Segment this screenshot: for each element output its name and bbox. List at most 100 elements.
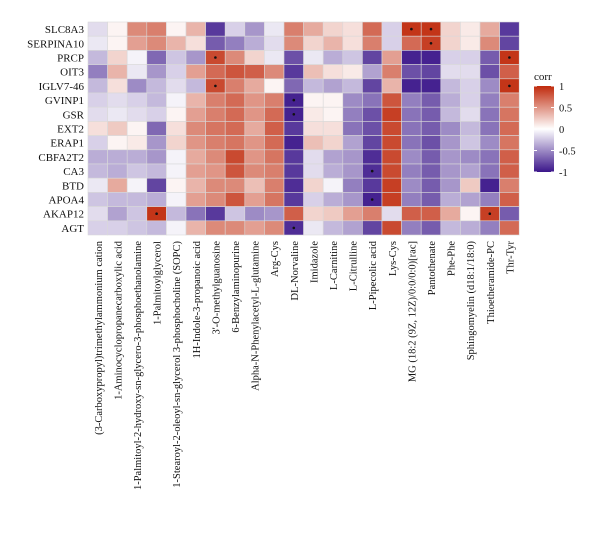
heatmap-cell [401, 192, 422, 207]
column-label: MG (18:2 (9Z, 12Z)/0:0/0:0)[rac] [407, 241, 418, 382]
heatmap-cell [87, 177, 108, 193]
heatmap-cell [499, 35, 520, 51]
heatmap-cell [322, 78, 344, 94]
heatmap-cell [185, 177, 206, 193]
heatmap-cell [283, 149, 304, 165]
heatmap-cell [303, 121, 324, 136]
significance-dot [429, 27, 433, 31]
heatmap-cell [342, 149, 363, 165]
heatmap-cell [342, 35, 363, 51]
heatmap-cell [362, 206, 383, 222]
heatmap-cell [499, 149, 520, 165]
heatmap-cell [322, 220, 344, 236]
heatmap-cell [126, 92, 148, 108]
heatmap-cell [224, 106, 246, 122]
heatmap-cell [303, 192, 324, 207]
heatmap-cell [381, 192, 402, 207]
heatmap-cell [479, 50, 500, 65]
column-label: Sphingomyelin (d18:1/18:0) [466, 241, 477, 361]
heatmap-cell [224, 78, 246, 94]
heatmap-cell [303, 35, 324, 51]
heatmap-cell [107, 206, 128, 222]
heatmap-cell [205, 35, 226, 51]
heatmap-cell [420, 50, 442, 65]
heatmap-cell [440, 78, 461, 94]
heatmap-cell [362, 50, 383, 65]
heatmap-cell [362, 106, 383, 122]
colorbar-tick-label: 1 [559, 82, 564, 93]
row-label: SERPINA10 [27, 38, 84, 50]
heatmap-cell [460, 64, 481, 80]
heatmap-cell [224, 177, 246, 193]
heatmap-cell [283, 78, 304, 94]
column-label: 1-Aminocyclopropanecarboxylic acid [113, 240, 124, 400]
heatmap-cell [107, 106, 128, 122]
heatmap-cell [479, 163, 500, 179]
column-label: 1-Palmitoylglycerol [153, 241, 164, 325]
significance-dot [508, 56, 511, 59]
heatmap-cell [342, 64, 363, 80]
row-label: BTD [62, 180, 84, 192]
heatmap-cell [166, 50, 187, 65]
heatmap-cell [126, 78, 148, 94]
heatmap-cell [460, 21, 481, 37]
colorbar-ticks: 1 0.5 0 -0.5 -1 [534, 82, 576, 179]
heatmap-cell [166, 149, 187, 165]
heatmap-cell [107, 21, 128, 37]
heatmap-cell [420, 206, 442, 222]
heatmap-cell [499, 177, 520, 193]
heatmap-cell [342, 163, 363, 179]
heatmap-cell [146, 163, 167, 179]
heatmap-cell [342, 220, 363, 236]
heatmap-cell [381, 78, 402, 94]
heatmap-cell [322, 64, 344, 80]
heatmap-cell [146, 135, 167, 151]
heatmap-cell [244, 35, 265, 51]
heatmap-cell [205, 92, 226, 108]
heatmap-cell [342, 135, 363, 151]
heatmap-cell [303, 78, 324, 94]
heatmap-cell [381, 92, 402, 108]
heatmap-cell [303, 106, 324, 122]
color-legend: corr 1 0.5 0 -0.5 -1 [534, 71, 576, 179]
column-labels: (3-Carboxypropyl)trimethylammonium catio… [94, 240, 517, 490]
heatmap-cell [224, 21, 246, 37]
heatmap-cell [401, 206, 422, 222]
heatmap-cells [87, 21, 520, 236]
heatmap-cell [322, 163, 344, 179]
heatmap-cell [499, 206, 520, 222]
heatmap-cell [264, 92, 285, 108]
heatmap-cell [460, 135, 481, 151]
column-label: Imidazole [309, 241, 320, 283]
heatmap-cell [166, 192, 187, 207]
significance-dot [370, 169, 374, 173]
heatmap-cell [401, 177, 422, 193]
heatmap-cell [283, 192, 304, 207]
heatmap-cell [107, 50, 128, 65]
heatmap-cell [126, 50, 148, 65]
heatmap-cell [303, 135, 324, 151]
heatmap-cell [205, 206, 226, 222]
heatmap-cell [381, 135, 402, 151]
significance-dot [292, 98, 296, 102]
heatmap-cell [322, 21, 344, 37]
heatmap-cell [185, 64, 206, 80]
legend-title: corr [534, 71, 552, 83]
row-label: AKAP12 [43, 209, 84, 221]
heatmap-cell [244, 106, 265, 122]
heatmap-cell [146, 149, 167, 165]
heatmap-cell [126, 163, 148, 179]
heatmap-cell [146, 50, 167, 65]
heatmap-cell [87, 106, 108, 122]
heatmap-cell [185, 220, 206, 236]
heatmap-cell [87, 163, 108, 179]
heatmap-cell [420, 220, 442, 236]
heatmap-cell [499, 92, 520, 108]
heatmap-cell [440, 192, 461, 207]
column-label: 1-Palmitoyl-2-hydroxy-sn-glycero-3-phosp… [133, 241, 144, 490]
heatmap-cell [420, 192, 442, 207]
heatmap-cell [381, 220, 402, 236]
heatmap-cell [283, 50, 304, 65]
heatmap-cell [185, 35, 206, 51]
significance-dot [410, 27, 413, 31]
